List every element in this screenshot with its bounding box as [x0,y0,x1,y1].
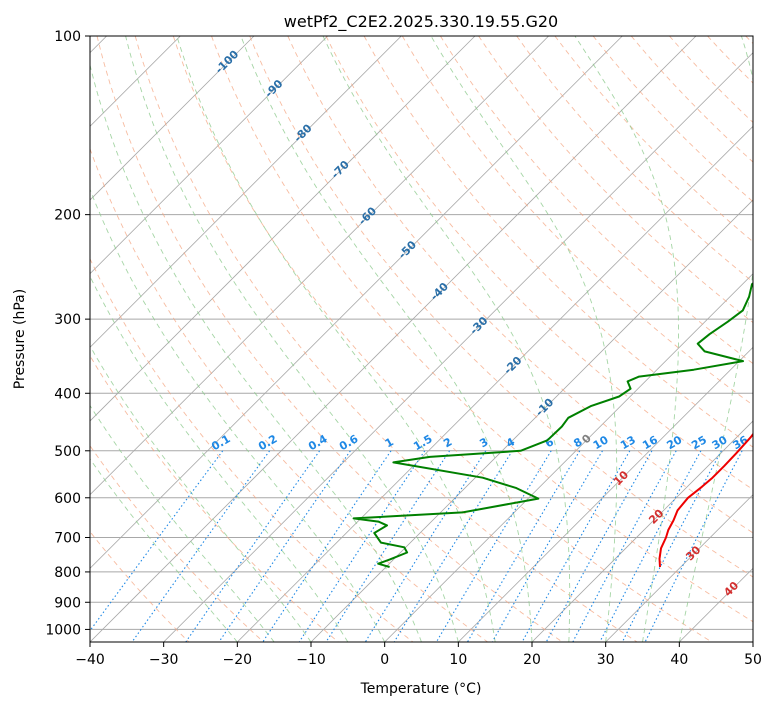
isotherm [90,36,476,422]
mixing-ratio-line [545,450,653,642]
moist-adiabat [90,63,422,642]
isotherm [90,36,328,275]
y-tick-label: 500 [54,444,81,460]
moist-adiabat [90,404,275,642]
moist-adiabat [90,458,238,642]
moist-adiabat [322,36,571,642]
y-tick-label: 300 [54,312,81,328]
mixing-ratio-line [644,450,743,642]
dry-adiabat [90,257,414,642]
y-tick-label: 600 [54,491,81,507]
isotherm [458,346,753,642]
x-axis-label: Temperature (°C) [360,681,482,697]
isotherm [163,52,753,642]
moist-adiabat [90,345,312,642]
y-tick-label: 700 [54,531,81,547]
x-tick-label: −20 [223,652,253,668]
dewpoint-profile [352,282,753,568]
mixing-ratio-line [621,450,722,642]
isotherm [90,36,255,201]
moist-adiabat [90,275,349,642]
axis-ticks: −40 −30 −20 −10 0 10 20 30 40 50 100 200 300 400 500 60… [45,29,762,668]
dry-adiabat [478,36,753,324]
mixing-ratio-line [298,450,426,642]
mixing-ratio-line [572,450,677,642]
dry-adiabat [249,36,753,578]
mixing-ratio-line [325,450,451,642]
plot-frame [89,35,754,643]
isotherm [90,36,402,348]
mixing-ratio-line [599,450,702,642]
moist-adiabat [240,36,533,642]
x-tick-label: 10 [449,652,467,668]
mixing-ratio-line [466,450,581,642]
isotherm [90,36,623,569]
isotherm [90,36,549,496]
dry-adiabat [90,354,339,642]
y-tick-label: 400 [54,386,81,402]
background-lines [90,36,753,642]
dry-adiabat [211,36,753,623]
mixing-ratio-line [218,450,351,642]
moist-adiabat [574,36,679,642]
isotherm [531,420,753,642]
isotherm [310,199,753,642]
mixing-ratio-line [435,450,552,642]
y-axis-label: Pressure (hPa) [12,289,28,389]
isotherm [237,125,753,642]
moist-adiabat [125,36,459,642]
y-tick-label: 100 [54,29,81,45]
x-tick-label: 50 [744,652,762,668]
series-layer [352,282,753,568]
y-tick-label: 800 [54,565,81,581]
dry-adiabat [363,36,753,448]
dry-adiabat [401,36,753,406]
y-tick-label: 900 [54,595,81,611]
chart-title: wetPf2_C2E2.2025.330.19.55.G20 [284,12,558,32]
x-tick-label: −30 [149,652,179,668]
x-tick-label: 20 [523,652,541,668]
y-tick-label: 200 [54,208,81,224]
dry-adiabat [90,147,489,642]
y-tick-label: 1000 [45,622,81,638]
isotherm [605,494,753,642]
isotherm [384,273,753,642]
temperature-profile [658,432,753,568]
moist-adiabat [90,188,386,642]
x-tick-label: 40 [670,652,688,668]
x-tick-label: −10 [296,652,326,668]
dry-adiabat [96,36,564,642]
x-tick-label: 0 [380,652,389,668]
mixing-ratio-line [262,450,392,642]
dry-adiabat [440,36,753,365]
x-tick-label: −40 [75,652,105,668]
moist-adiabat [430,36,618,642]
dry-adiabat [90,444,265,642]
moist-adiabat [176,36,496,642]
mixing-ratio-line [131,450,271,642]
dry-adiabat [134,36,638,642]
x-tick-label: 30 [597,652,615,668]
